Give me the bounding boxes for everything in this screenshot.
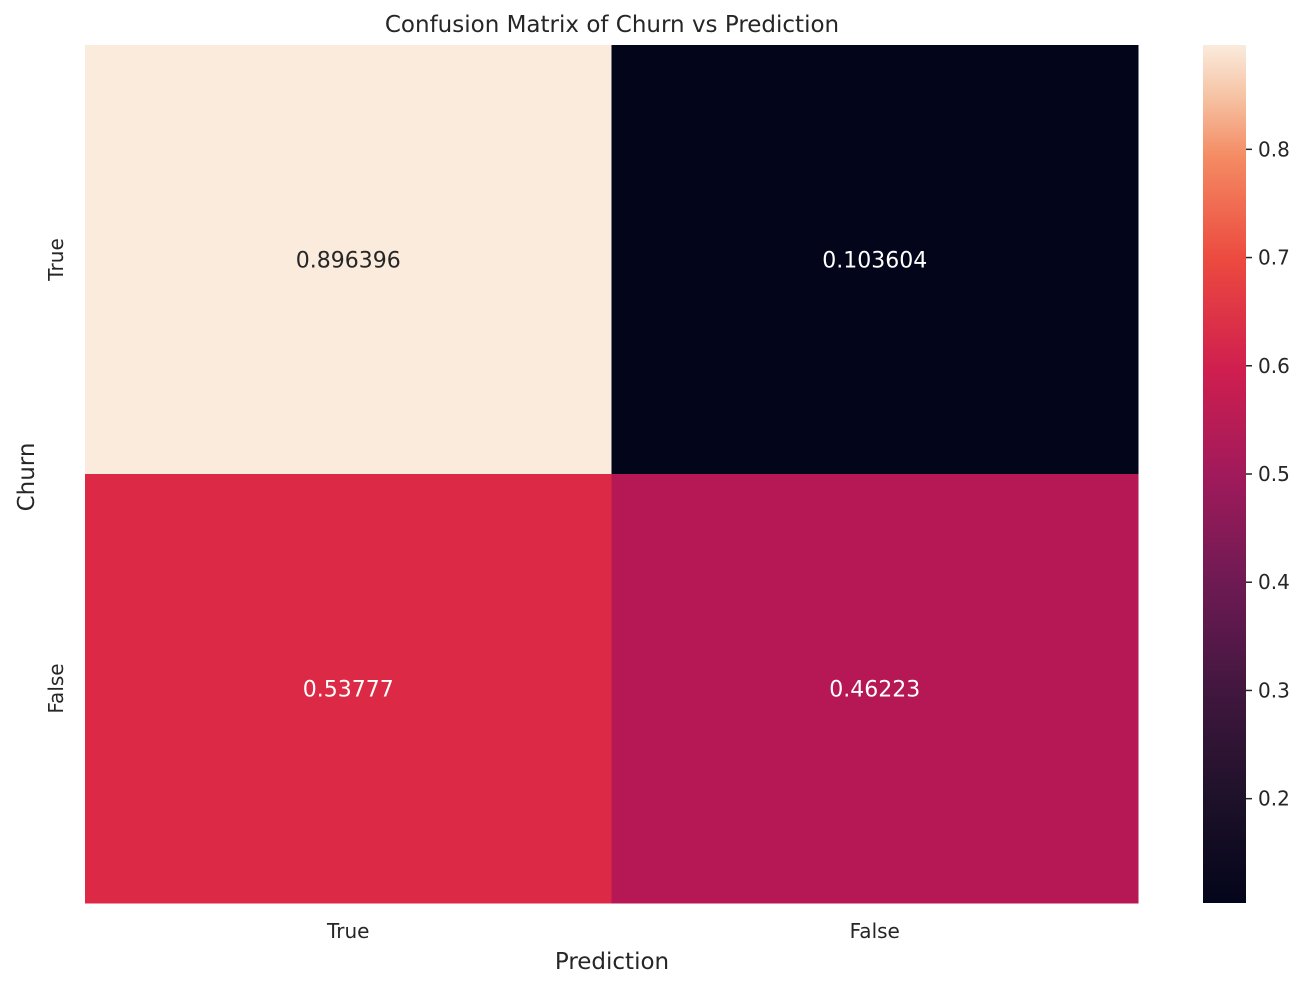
chart-title: Confusion Matrix of Churn vs Prediction — [385, 12, 839, 38]
cell-value-label-0-0: 0.896396 — [296, 249, 401, 274]
heatmap-cells — [85, 45, 1139, 904]
heatmap-cell-0-0 — [85, 45, 612, 475]
cell-value-label-1-0: 0.53777 — [303, 678, 394, 703]
colorbar-tick-label: 0.8 — [1258, 137, 1290, 161]
cell-value-label-0-1: 0.103604 — [822, 249, 927, 274]
x-axis-ticks: True False — [326, 919, 900, 943]
colorbar-tick-label: 0.5 — [1258, 462, 1290, 486]
y-tick-label: True — [44, 238, 68, 281]
colorbar — [1203, 45, 1246, 903]
x-tick-label: True — [326, 919, 369, 943]
x-axis-label: Prediction — [555, 949, 669, 975]
cell-value-label-1-1: 0.46223 — [829, 678, 920, 703]
heatmap-cell-1-0 — [85, 474, 612, 904]
heatmap-cell-labels: 0.896396 0.103604 0.53777 0.46223 — [296, 249, 927, 703]
colorbar-tick-label: 0.2 — [1258, 787, 1290, 811]
colorbar-tick-label: 0.6 — [1258, 354, 1290, 378]
y-tick-label: False — [44, 663, 68, 713]
x-tick-label: False — [850, 919, 900, 943]
colorbar-tick-label: 0.4 — [1258, 570, 1290, 594]
y-axis-label: Churn — [14, 443, 40, 512]
colorbar-tick-label: 0.7 — [1258, 246, 1290, 270]
colorbar-tick-label: 0.3 — [1258, 678, 1290, 702]
heatmap-cell-0-1 — [611, 45, 1139, 475]
colorbar-ticks: 0.2 0.3 0.4 0.5 0.6 0.7 0.8 — [1246, 137, 1290, 811]
y-axis-ticks: True False — [44, 238, 68, 713]
heatmap-cell-1-1 — [611, 474, 1139, 904]
